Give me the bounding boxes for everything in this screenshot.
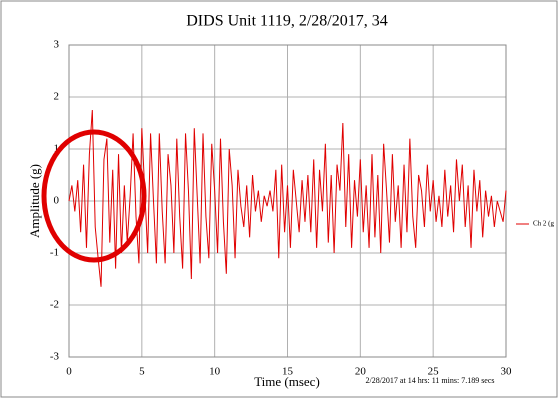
x-axis-label: Time (msec): [254, 374, 320, 389]
x-tick-label: 25: [428, 366, 440, 378]
x-tick-label: 5: [139, 366, 145, 378]
y-tick-label: -2: [50, 299, 59, 311]
y-axis-label: Amplitude (g): [27, 164, 42, 238]
legend-label: Ch 2 (g: [533, 220, 555, 228]
chart-title: DIDS Unit 1119, 2/28/2017, 34: [186, 13, 387, 30]
x-tick-label: 30: [501, 366, 513, 378]
y-tick-label: -1: [50, 247, 59, 259]
x-tick-label: 15: [282, 366, 294, 378]
y-tick-label: 2: [54, 91, 60, 103]
footnote: 2/28/2017 at 14 hrs: 11 mins: 7.189 secs: [365, 376, 494, 385]
x-tick-label: 10: [209, 366, 221, 378]
y-tick-label: 1: [54, 143, 60, 155]
data-line: [68, 109, 507, 287]
y-tick-label: 0: [54, 195, 60, 207]
annotation-circle: [41, 129, 147, 263]
x-tick-label: 0: [66, 366, 72, 378]
y-tick-label: 3: [54, 39, 60, 51]
y-tick-label: -3: [50, 351, 60, 363]
x-tick-label: 20: [355, 366, 367, 378]
